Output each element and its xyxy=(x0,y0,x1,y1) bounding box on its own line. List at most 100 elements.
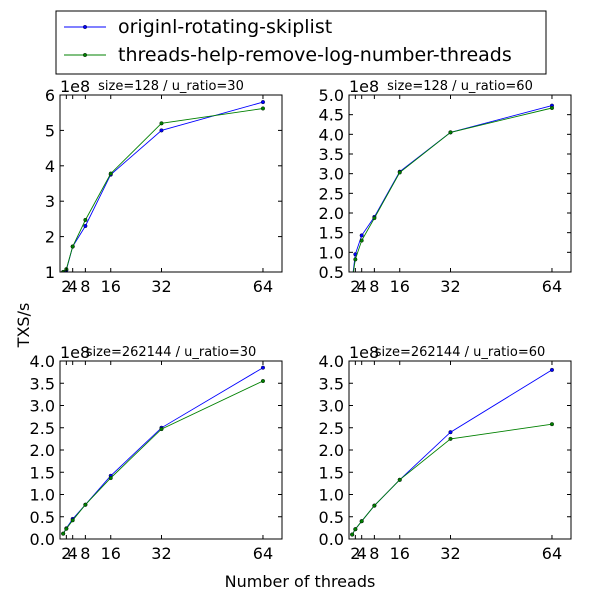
data-point xyxy=(260,106,265,111)
x-tick-label: 2 xyxy=(350,544,360,563)
data-point xyxy=(549,422,554,427)
y-tick-label: 2.5 xyxy=(319,419,344,438)
x-tick-label: 64 xyxy=(253,544,273,563)
y-tick-label: 0.5 xyxy=(319,508,344,527)
series-line-2 xyxy=(351,423,553,535)
y-tick-label: 2.5 xyxy=(319,184,344,203)
data-point xyxy=(549,105,554,110)
data-point xyxy=(549,367,554,372)
x-tick-label: 2 xyxy=(61,277,71,296)
data-point xyxy=(260,100,265,105)
y-tick-label: 2.0 xyxy=(319,441,344,460)
y-tick-label: 1.0 xyxy=(319,486,344,505)
y-tick-label: 3.5 xyxy=(319,145,344,164)
y-tick-label: 3.0 xyxy=(319,165,344,184)
subplot-title: size=262144 / u_ratio=60 xyxy=(375,345,546,360)
y-tick-label: 3.0 xyxy=(319,397,344,416)
plot-area xyxy=(61,100,265,272)
x-tick-label: 2 xyxy=(61,544,71,563)
y-tick-label: 1 xyxy=(45,263,55,282)
legend-frame xyxy=(55,10,547,75)
x-tick-label: 8 xyxy=(80,277,90,296)
data-point xyxy=(448,436,453,441)
data-point xyxy=(260,365,265,370)
data-point xyxy=(353,527,358,532)
x-tick-label: 16 xyxy=(101,277,121,296)
x-tick-label: 4 xyxy=(357,277,367,296)
y-tick-label: 3.5 xyxy=(319,374,344,393)
data-point xyxy=(260,379,265,384)
data-point xyxy=(397,170,402,175)
x-tick-label: 2 xyxy=(350,277,360,296)
y-tick-label: 4.0 xyxy=(319,352,344,371)
data-point xyxy=(353,257,358,262)
data-point xyxy=(83,223,88,228)
y-tick-label: 3.5 xyxy=(30,374,55,393)
data-point xyxy=(108,171,113,176)
y-tick-label: 1.5 xyxy=(319,224,344,243)
x-tick-label: 8 xyxy=(80,544,90,563)
x-tick-label: 64 xyxy=(542,277,562,296)
y-tick-label: 3.0 xyxy=(30,397,55,416)
series-line-1 xyxy=(62,367,264,534)
x-tick-label: 32 xyxy=(440,277,460,296)
y-tick-label: 2.0 xyxy=(319,204,344,223)
y-tick-label: 0.5 xyxy=(30,508,55,527)
data-point xyxy=(397,477,402,482)
axes-frame xyxy=(348,360,572,540)
data-point xyxy=(159,128,164,133)
x-tick-label: 64 xyxy=(542,544,562,563)
y-tick-label: 5 xyxy=(45,121,55,140)
data-point xyxy=(83,502,88,507)
data-point xyxy=(159,121,164,126)
x-tick-label: 8 xyxy=(369,544,379,563)
y-multiplier: 1e8 xyxy=(60,77,90,96)
plot-area xyxy=(350,367,554,537)
y-multiplier: 1e8 xyxy=(349,343,379,362)
axes-frame xyxy=(348,94,572,273)
legend-label-threads-help-remove: threads-help-remove-log-number-threads xyxy=(118,44,512,66)
data-point xyxy=(70,518,75,523)
y-tick-label: 2.5 xyxy=(30,419,55,438)
data-point xyxy=(372,216,377,221)
x-tick-label: 16 xyxy=(101,544,121,563)
x-tick-label: 4 xyxy=(68,277,78,296)
subplot-3: 24 8 16 32 64 0.0 0.5 1.0 1.5 2.0 2.5 3.0 3.5 4.0 1e8s… xyxy=(30,343,283,563)
data-point xyxy=(64,526,69,531)
x-tick-label: 32 xyxy=(440,544,460,563)
plot-area xyxy=(352,103,554,272)
x-tick-label: 4 xyxy=(68,544,78,563)
plot-area xyxy=(61,365,265,536)
legend-label-originl-rotating-skiplist: originl-rotating-skiplist xyxy=(118,16,332,38)
y-tick-label: 3 xyxy=(45,192,55,211)
y-tick-label: 1.0 xyxy=(30,486,55,505)
series-line-2 xyxy=(352,107,553,272)
y-tick-label: 0.0 xyxy=(319,530,344,549)
data-point xyxy=(83,217,88,222)
y-tick-label: 5.0 xyxy=(319,86,344,105)
data-point xyxy=(448,130,453,135)
x-tick-label: 32 xyxy=(151,544,171,563)
y-tick-label: 1.5 xyxy=(319,463,344,482)
data-point xyxy=(359,519,364,524)
subplot-title: size=128 / u_ratio=30 xyxy=(98,79,244,94)
legend-marker-threads-help-remove xyxy=(82,53,87,58)
legend-marker-originl-rotating-skiplist xyxy=(82,25,87,30)
data-point xyxy=(448,430,453,435)
x-tick-label: 4 xyxy=(357,544,367,563)
y-axis-label: TXS/s xyxy=(14,303,33,349)
y-tick-label: 4.0 xyxy=(30,352,55,371)
data-point xyxy=(350,532,355,537)
axes-frame xyxy=(59,94,283,273)
data-point xyxy=(70,244,75,249)
y-tick-label: 1.5 xyxy=(30,463,55,482)
series-line-2 xyxy=(62,380,264,534)
x-axis-label: Number of threads xyxy=(225,572,376,591)
x-tick-label: 16 xyxy=(390,277,410,296)
x-tick-label: 32 xyxy=(151,277,171,296)
data-point xyxy=(159,427,164,432)
series-line-2 xyxy=(62,108,264,272)
data-point xyxy=(359,238,364,243)
